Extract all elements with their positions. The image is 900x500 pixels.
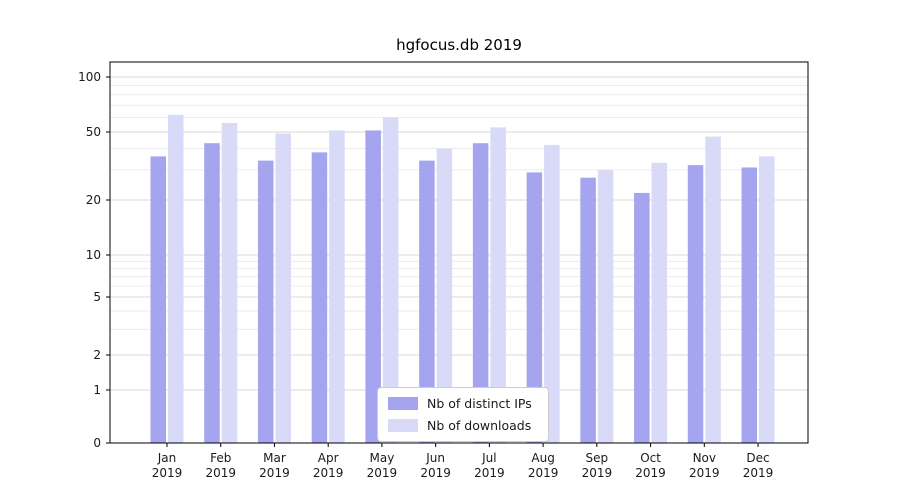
y-tick-label: 1 <box>93 383 101 397</box>
y-tick-label: 2 <box>93 348 101 362</box>
bar-distinct-ips <box>150 156 166 443</box>
bar-downloads <box>436 148 453 443</box>
chart-title: hgfocus.db 2019 <box>396 36 522 54</box>
bar-downloads <box>275 133 291 444</box>
bar-distinct-ips <box>580 177 596 443</box>
bar-downloads <box>329 130 345 443</box>
x-tick-label-year: 2019 <box>474 466 505 480</box>
bar-downloads <box>759 156 775 443</box>
x-tick-label-year: 2019 <box>743 466 774 480</box>
bar-distinct-ips <box>365 130 381 443</box>
bar-distinct-ips <box>634 192 650 443</box>
x-tick-label-month: Jan <box>157 451 177 465</box>
bar-downloads <box>382 117 399 443</box>
y-tick-label: 50 <box>86 125 101 139</box>
y-tick-label: 20 <box>86 193 101 207</box>
x-tick-label-year: 2019 <box>420 466 451 480</box>
bar-downloads <box>168 114 184 444</box>
x-tick-label-month: Oct <box>640 451 661 465</box>
bar-downloads <box>651 162 668 443</box>
y-tick-label: 0 <box>93 436 101 450</box>
legend-entry: Nb of downloads <box>388 418 532 433</box>
bar-distinct-ips <box>419 160 435 443</box>
legend-entry: Nb of distinct IPs <box>388 396 532 411</box>
bar-distinct-ips <box>204 143 220 443</box>
x-tick-label-year: 2019 <box>582 466 613 480</box>
x-tick-label-month: Sep <box>586 451 609 465</box>
x-tick-label-year: 2019 <box>313 466 344 480</box>
legend-swatch-distinct-ips <box>388 397 418 410</box>
bar-distinct-ips <box>741 167 758 443</box>
legend-swatch-downloads <box>388 419 418 432</box>
x-tick-label-month: Nov <box>693 451 716 465</box>
bar-downloads <box>544 144 560 444</box>
x-tick-label-year: 2019 <box>205 466 236 480</box>
x-tick-label-month: Jul <box>481 451 496 465</box>
bar-distinct-ips <box>257 160 274 443</box>
x-tick-label-month: Dec <box>746 451 769 465</box>
bar-downloads <box>221 123 238 443</box>
bar-distinct-ips <box>687 165 704 443</box>
bar-downloads <box>705 136 721 443</box>
x-tick-label-year: 2019 <box>152 466 183 480</box>
y-tick-label: 10 <box>86 248 101 262</box>
x-tick-label-month: May <box>370 451 395 465</box>
x-tick-label-month: Mar <box>263 451 286 465</box>
legend-label-downloads: Nb of downloads <box>427 418 532 433</box>
y-tick-label: 5 <box>93 290 101 304</box>
bar-distinct-ips <box>472 143 489 443</box>
bar-distinct-ips <box>526 172 543 444</box>
bar-downloads <box>597 169 614 443</box>
bar-downloads <box>490 127 506 443</box>
x-tick-label-month: Aug <box>531 451 554 465</box>
plot-border <box>109 61 809 444</box>
y-tick-label: 100 <box>78 70 101 84</box>
x-tick-label-year: 2019 <box>367 466 398 480</box>
x-tick-label-year: 2019 <box>528 466 559 480</box>
bar-distinct-ips <box>311 152 328 443</box>
x-tick-label-month: Apr <box>318 451 339 465</box>
legend-label-distinct-ips: Nb of distinct IPs <box>427 396 532 411</box>
x-tick-label-year: 2019 <box>635 466 666 480</box>
x-tick-label-year: 2019 <box>689 466 720 480</box>
x-tick-label-month: Feb <box>210 451 231 465</box>
x-tick-label-year: 2019 <box>259 466 290 480</box>
legend: Nb of distinct IPs Nb of downloads <box>377 387 549 442</box>
x-tick-label-month: Jun <box>425 451 445 465</box>
